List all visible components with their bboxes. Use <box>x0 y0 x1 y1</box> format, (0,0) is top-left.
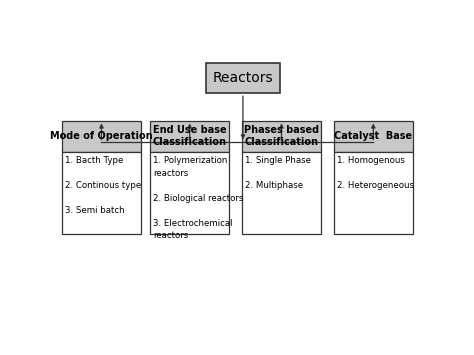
Text: End Use base
Classification: End Use base Classification <box>153 125 227 147</box>
Text: 1. Homogenous

2. Heterogeneous: 1. Homogenous 2. Heterogeneous <box>337 156 414 190</box>
Bar <box>206 63 280 93</box>
Bar <box>150 152 229 234</box>
Text: Phases based
Classification: Phases based Classification <box>244 125 319 147</box>
Text: Catalyst  Base: Catalyst Base <box>334 131 412 141</box>
Text: 1. Bacth Type

2. Continous type

3. Semi batch: 1. Bacth Type 2. Continous type 3. Semi … <box>65 156 141 215</box>
Bar <box>150 120 229 152</box>
Bar <box>334 120 413 152</box>
Text: 1. Polymerization
reactors

2. Biological reactors

3. Electrochemical
reactors: 1. Polymerization reactors 2. Biological… <box>153 156 244 240</box>
Text: Mode of Operation: Mode of Operation <box>50 131 153 141</box>
Text: Reactors: Reactors <box>213 71 273 85</box>
Bar <box>242 152 321 234</box>
Bar <box>62 120 141 152</box>
Bar <box>334 152 413 234</box>
Bar <box>62 152 141 234</box>
Bar <box>242 120 321 152</box>
Text: 1. Single Phase

2. Multiphase: 1. Single Phase 2. Multiphase <box>245 156 311 190</box>
